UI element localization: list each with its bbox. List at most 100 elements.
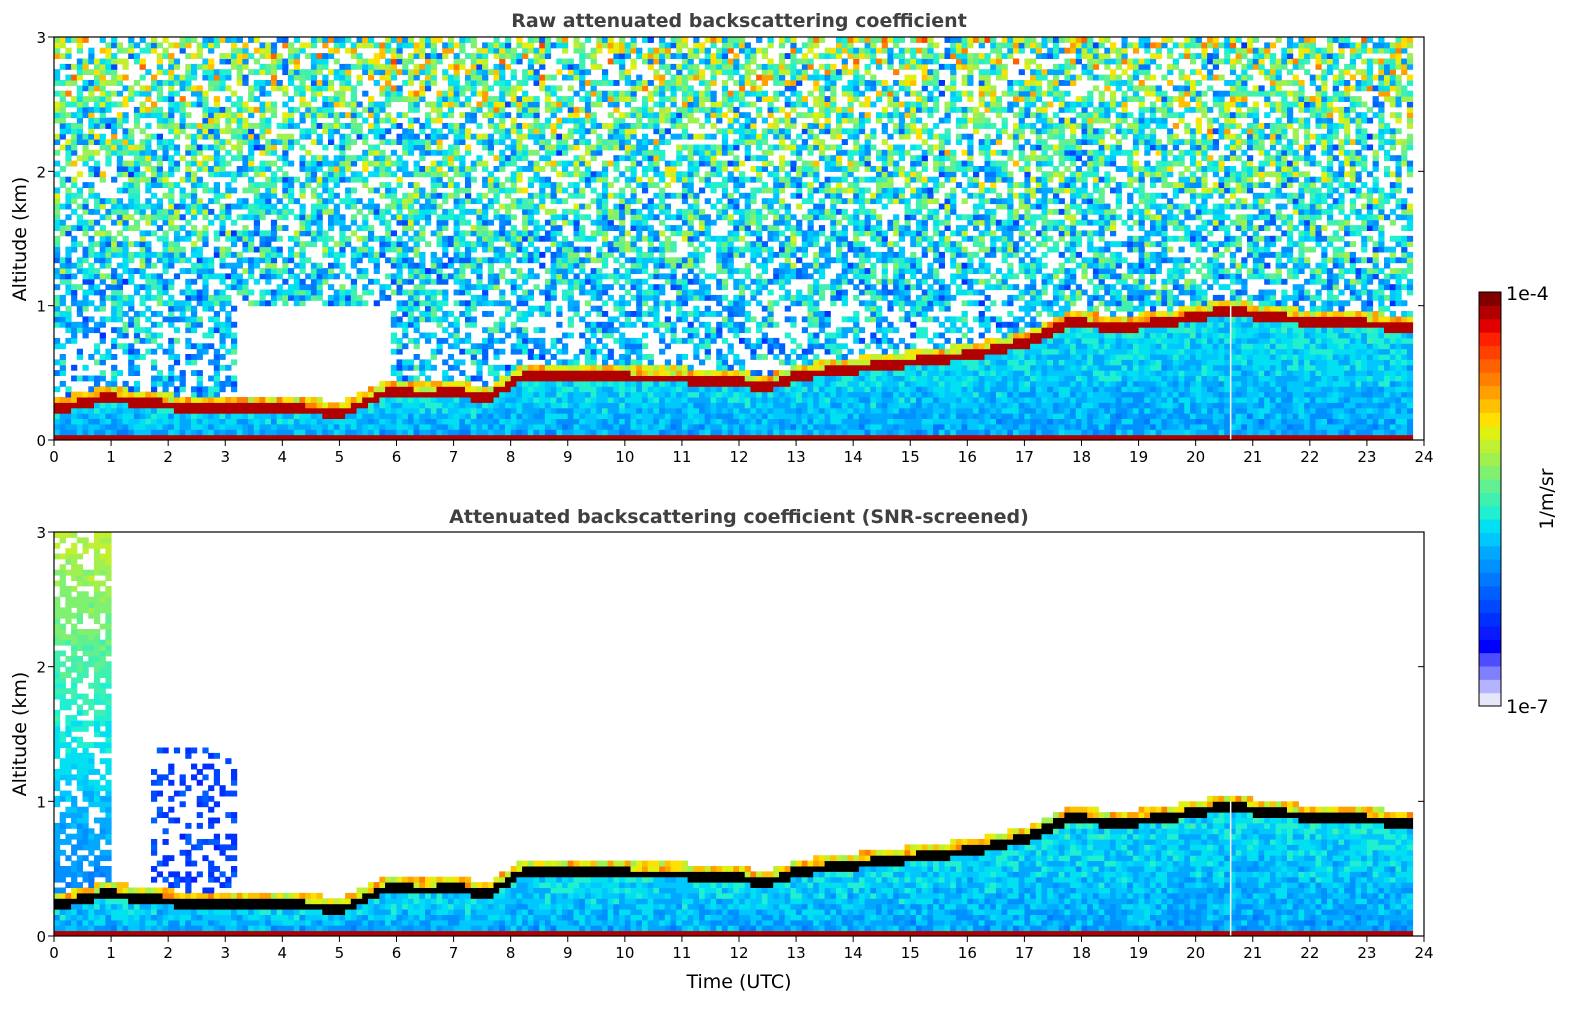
data-cell <box>567 241 574 248</box>
data-cell <box>65 413 72 419</box>
data-cell <box>619 380 626 387</box>
data-cell <box>133 117 141 124</box>
data-cell <box>453 166 460 172</box>
data-cell <box>305 106 312 113</box>
data-cell <box>487 187 494 194</box>
data-cell <box>550 343 557 350</box>
data-cell <box>59 230 66 237</box>
data-cell <box>128 294 135 301</box>
data-cell <box>544 208 552 215</box>
data-cell <box>54 208 61 215</box>
data-cell <box>619 230 626 237</box>
data-cell <box>111 133 118 140</box>
data-cell <box>145 327 152 334</box>
data-cell <box>636 311 643 317</box>
data-cell <box>293 407 300 414</box>
data-cell <box>362 203 369 210</box>
data-cell <box>88 413 95 419</box>
data-cell <box>482 241 489 248</box>
data-cell <box>191 133 198 140</box>
data-cell <box>253 182 260 188</box>
data-cell <box>447 192 455 199</box>
data-cell <box>94 380 101 387</box>
data-cell <box>379 407 386 414</box>
data-cell <box>145 289 152 296</box>
data-cell <box>208 171 215 178</box>
data-cell <box>299 214 306 221</box>
data-cell <box>567 246 574 253</box>
data-cell <box>425 53 432 59</box>
data-cell <box>282 112 289 119</box>
data-cell <box>328 434 335 440</box>
data-cell <box>390 160 397 167</box>
data-cell <box>368 106 375 113</box>
data-cell <box>259 251 266 258</box>
data-cell <box>584 354 592 360</box>
data-cell <box>345 423 352 430</box>
data-cell <box>116 74 123 81</box>
data-cell <box>139 429 146 436</box>
data-cell <box>436 219 443 226</box>
data-cell <box>407 294 415 301</box>
data-cell <box>602 380 609 387</box>
data-cell <box>619 397 626 403</box>
data-cell <box>642 235 649 242</box>
data-cell <box>145 219 152 226</box>
data-cell <box>505 380 512 387</box>
data-cell <box>54 235 61 242</box>
data-cell <box>105 139 112 145</box>
data-cell <box>185 101 192 108</box>
data-cell <box>636 359 643 366</box>
data-cell <box>447 155 455 162</box>
data-cell <box>236 96 243 102</box>
data-cell <box>642 386 649 393</box>
data-cell <box>59 343 66 350</box>
data-cell <box>487 149 494 156</box>
data-cell <box>82 80 89 86</box>
data-cell <box>168 187 175 194</box>
data-cell <box>310 219 318 226</box>
data-cell <box>539 251 546 258</box>
data-cell <box>436 413 443 419</box>
data-cell <box>442 160 449 167</box>
data-cell <box>179 47 186 54</box>
data-cell <box>533 53 540 59</box>
data-cell <box>522 47 529 54</box>
data-cell <box>105 101 112 108</box>
data-cell <box>345 37 352 43</box>
data-cell <box>379 208 386 215</box>
data-cell <box>139 434 146 440</box>
data-cell <box>299 246 306 253</box>
data-cell <box>111 219 118 226</box>
data-cell <box>413 327 420 334</box>
data-cell <box>225 273 232 280</box>
data-cell <box>499 101 506 108</box>
data-cell <box>550 370 557 376</box>
data-cell <box>288 53 295 59</box>
data-cell <box>379 106 386 113</box>
data-cell <box>185 343 192 350</box>
data-cell <box>368 418 375 425</box>
data-cell <box>447 241 455 248</box>
data-cell <box>596 311 603 317</box>
data-cell <box>527 192 534 199</box>
data-cell <box>407 90 415 97</box>
data-cell <box>231 117 238 124</box>
data-cell <box>128 166 135 172</box>
data-cell <box>493 380 500 387</box>
data-cell <box>510 155 517 162</box>
data-cell <box>225 96 232 102</box>
data-cell <box>151 332 158 339</box>
data-cell <box>236 112 243 119</box>
data-cell <box>470 257 477 264</box>
data-cell <box>213 149 220 156</box>
data-cell <box>168 139 175 145</box>
data-cell <box>259 208 266 215</box>
data-cell <box>368 74 375 81</box>
data-cell <box>556 246 563 253</box>
data-cell <box>191 413 198 419</box>
data-cell <box>487 47 494 54</box>
data-cell <box>59 144 66 151</box>
data-cell <box>259 123 266 129</box>
data-cell <box>590 413 597 419</box>
